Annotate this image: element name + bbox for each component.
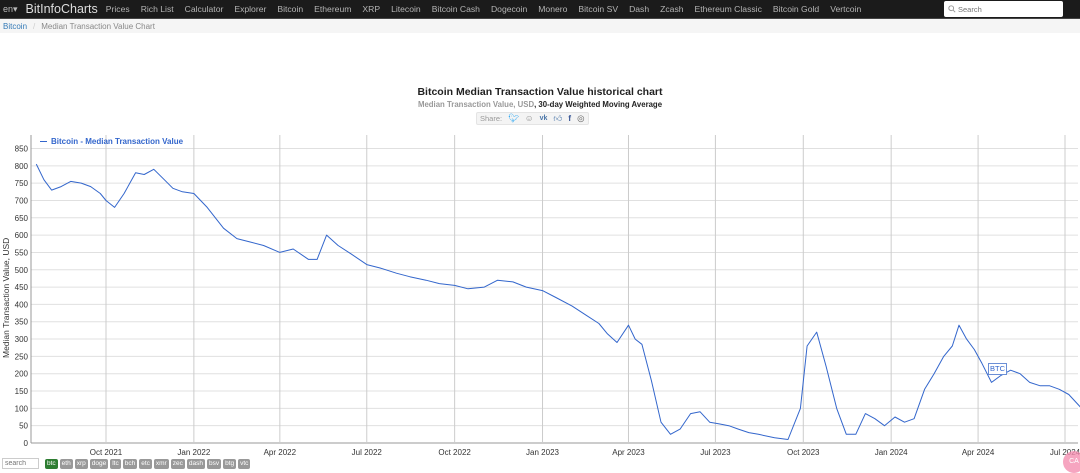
subtitle-metric: Median Transaction Value, USD (417, 100, 535, 109)
nav-item-calculator[interactable]: Calculator (184, 4, 224, 14)
nav-item-bitcoin-cash[interactable]: Bitcoin Cash (431, 4, 480, 14)
nav-item-rich-list[interactable]: Rich List (140, 4, 174, 14)
navbar-search-input[interactable] (958, 4, 1058, 14)
svg-text:250: 250 (15, 352, 29, 361)
chart-grid (30, 135, 1078, 444)
language-selector[interactable]: en▾ (3, 3, 18, 14)
nav-item-litecoin[interactable]: Litecoin (391, 4, 421, 14)
svg-text:Jan 2024: Jan 2024 (875, 448, 908, 457)
nav-item-explorer[interactable]: Explorer (234, 4, 267, 14)
svg-text:600: 600 (15, 231, 29, 240)
svg-text:100: 100 (15, 404, 29, 413)
svg-text:0: 0 (24, 439, 29, 448)
nav-item-prices[interactable]: Prices (105, 4, 130, 14)
svg-text:Apr 2024: Apr 2024 (962, 448, 995, 457)
coin-tag-btc[interactable]: btc (45, 458, 58, 469)
svg-text:450: 450 (15, 283, 29, 292)
svg-text:550: 550 (15, 248, 29, 257)
svg-text:750: 750 (15, 179, 29, 188)
line-chart: 0 50 100 150 200 250 300 350 400 450 500 550 600 650 7… (15, 135, 1080, 457)
search-icon (948, 5, 956, 13)
nav-item-vertcoin[interactable]: Vertcoin (830, 4, 862, 14)
weibo-icon[interactable]: ◎ (577, 113, 585, 124)
x-axis-ticks: Oct 2021 Jan 2022 Apr 2022 Jul 2022 Oct 2022… (90, 448, 1080, 457)
svg-text:Jul 2022: Jul 2022 (352, 448, 383, 457)
svg-text:Jul 2024: Jul 2024 (1050, 448, 1080, 457)
svg-text:50: 50 (19, 422, 28, 431)
coin-tag-ltc[interactable]: ltc (110, 458, 121, 469)
svg-text:300: 300 (15, 335, 29, 344)
svg-text:Oct 2021: Oct 2021 (90, 448, 123, 457)
svg-text:Oct 2023: Oct 2023 (787, 448, 820, 457)
legend-swatch (40, 140, 47, 143)
svg-text:Jan 2022: Jan 2022 (177, 448, 210, 457)
svg-text:350: 350 (15, 318, 29, 327)
like-icon[interactable]: 👍︎ (553, 113, 563, 124)
chart-subtitle: Median Transaction Value, USD, 30-day We… (0, 100, 1080, 109)
vk-icon[interactable]: vk (539, 115, 548, 122)
nav-item-dash[interactable]: Dash (629, 4, 650, 14)
nav-item-ethereum[interactable]: Ethereum (314, 4, 352, 14)
breadcrumb-current: Median Transaction Value Chart (41, 21, 155, 31)
svg-text:200: 200 (15, 370, 29, 379)
coin-tag-eth[interactable]: eth (59, 458, 73, 469)
coin-tag-bsv[interactable]: bsv (206, 458, 222, 469)
nav-item-xrp[interactable]: XRP (362, 4, 381, 14)
reddit-icon[interactable]: ☺ (524, 113, 534, 124)
coin-tag-vtc[interactable]: vtc (238, 458, 251, 469)
svg-text:150: 150 (15, 387, 29, 396)
share-label: Share: (480, 114, 503, 123)
y-axis-ticks: 0 50 100 150 200 250 300 350 400 450 500 550 600 650 7… (15, 145, 29, 449)
nav-item-zcash[interactable]: Zcash (660, 4, 684, 14)
btc-annotation-marker[interactable]: BTC (988, 363, 1007, 375)
nav-item-bitcoin-gold[interactable]: Bitcoin Gold (772, 4, 820, 14)
coin-tag-dash[interactable]: dash (186, 458, 205, 469)
brand-logo[interactable]: BitInfoCharts (25, 2, 98, 16)
nav-item-bitcoin-sv[interactable]: Bitcoin SV (578, 4, 619, 14)
chart-legend[interactable]: Bitcoin - Median Transaction Value (40, 137, 183, 146)
svg-text:650: 650 (15, 214, 29, 223)
nav-item-bitcoin[interactable]: Bitcoin (277, 4, 304, 14)
svg-text:850: 850 (15, 145, 29, 154)
coin-tag-btg[interactable]: btg (223, 458, 237, 469)
svg-text:Jan 2023: Jan 2023 (526, 448, 559, 457)
top-navbar: en▾ BitInfoCharts Prices Rich List Calcu… (0, 0, 1080, 18)
svg-text:400: 400 (15, 300, 29, 309)
coin-tag-bch[interactable]: bch (122, 458, 138, 469)
chart-title: Bitcoin Median Transaction Value histori… (417, 86, 663, 98)
coin-selector-bar: btc eth xrp doge ltc bch etc xmr zec das… (2, 458, 251, 469)
coin-tag-doge[interactable]: doge (89, 458, 109, 469)
svg-text:Jul 2023: Jul 2023 (700, 448, 731, 457)
facebook-icon[interactable]: f (568, 113, 572, 124)
breadcrumb: Bitcoin / Median Transaction Value Chart (0, 18, 1080, 33)
coin-tag-xrp[interactable]: xrp (74, 458, 88, 469)
breadcrumb-separator: / (33, 21, 36, 31)
svg-text:500: 500 (15, 266, 29, 275)
svg-text:Apr 2022: Apr 2022 (264, 448, 297, 457)
nav-item-ethereum-classic[interactable]: Ethereum Classic (694, 4, 762, 14)
twitter-icon[interactable]: 🐦︎ (508, 113, 519, 124)
svg-text:700: 700 (15, 196, 29, 205)
legend-label: Bitcoin - Median Transaction Value (51, 137, 184, 146)
subtitle-average: , 30-day Weighted Moving Average (534, 100, 663, 109)
coin-search-input[interactable] (2, 458, 39, 469)
coin-tag-etc[interactable]: etc (139, 458, 152, 469)
nav-item-dogecoin[interactable]: Dogecoin (490, 4, 528, 14)
breadcrumb-link-bitcoin[interactable]: Bitcoin (3, 21, 28, 31)
coin-tag-zec[interactable]: zec (170, 458, 185, 469)
share-bar: Share: 🐦︎ ☺ vk 👍︎ f ◎ (476, 112, 589, 125)
svg-text:800: 800 (15, 162, 29, 171)
svg-text:Apr 2023: Apr 2023 (612, 448, 645, 457)
floating-badge[interactable]: CA (1063, 451, 1080, 473)
navbar-search-box[interactable] (944, 1, 1063, 17)
coin-tag-xmr[interactable]: xmr (153, 458, 169, 469)
nav-item-monero[interactable]: Monero (538, 4, 568, 14)
svg-text:Oct 2022: Oct 2022 (438, 448, 471, 457)
data-line-bitcoin[interactable] (35, 163, 1080, 440)
